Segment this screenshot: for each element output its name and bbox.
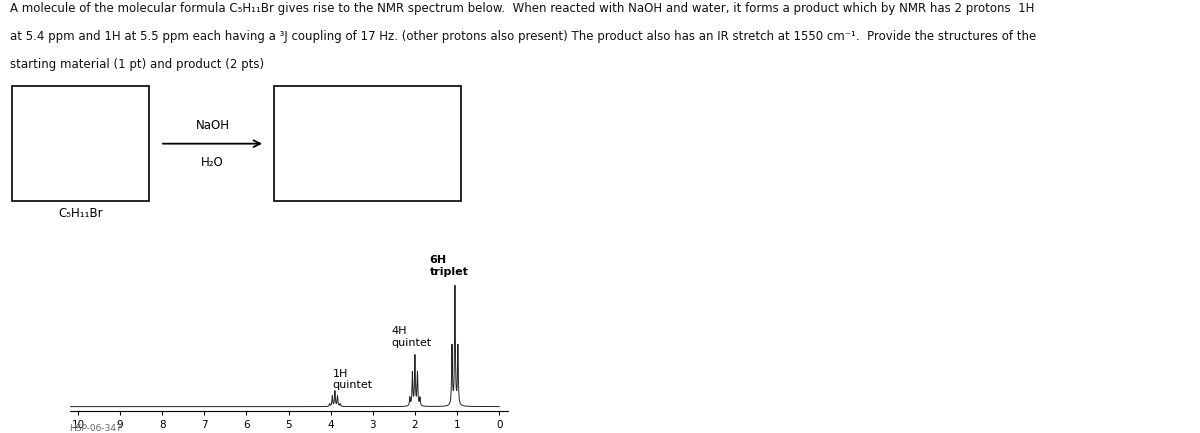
Text: C₅H₁₁Br: C₅H₁₁Br (58, 207, 102, 220)
X-axis label: ppm: ppm (275, 432, 302, 433)
Text: at 5.4 ppm and 1H at 5.5 ppm each having a ³J coupling of 17 Hz. (other protons : at 5.4 ppm and 1H at 5.5 ppm each having… (10, 30, 1036, 43)
Text: H₂O: H₂O (202, 155, 224, 168)
Text: A molecule of the molecular formula C₅H₁₁Br gives rise to the NMR spectrum below: A molecule of the molecular formula C₅H₁… (10, 2, 1034, 15)
Bar (12, 86, 149, 201)
Text: 4H
quintet: 4H quintet (391, 326, 432, 348)
Text: 6H
triplet: 6H triplet (430, 255, 468, 277)
Text: starting material (1 pt) and product (2 pts): starting material (1 pt) and product (2 … (10, 58, 264, 71)
Bar (274, 86, 461, 201)
Text: HSP-06-347: HSP-06-347 (70, 424, 122, 433)
Text: 1H
quintet: 1H quintet (332, 369, 373, 390)
Text: NaOH: NaOH (196, 119, 229, 132)
